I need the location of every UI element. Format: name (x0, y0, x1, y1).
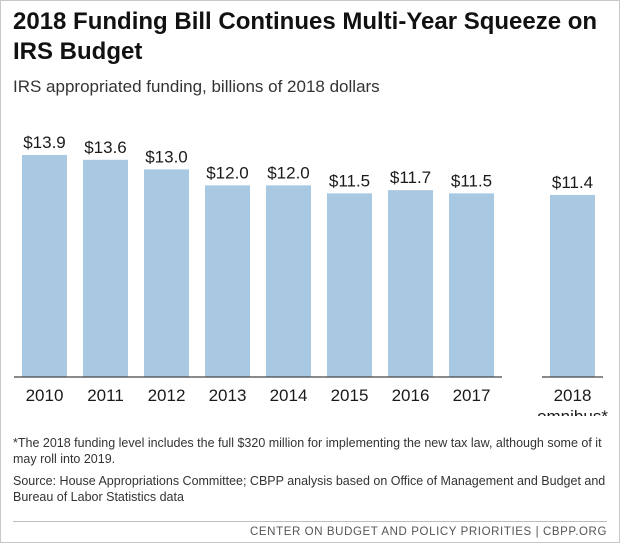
value-label-7: $11.5 (451, 171, 492, 190)
x-tick-label-5: 2015 (331, 386, 369, 405)
x-tick-label-2: 2012 (148, 386, 186, 405)
x-tick-label-1: 2011 (87, 386, 124, 405)
bar-7 (449, 193, 494, 377)
value-label-8: $11.4 (552, 173, 593, 192)
notes: *The 2018 funding level includes the ful… (13, 435, 609, 511)
x-tick-label-8: 2018omnibus* (537, 386, 608, 416)
footer-divider (13, 521, 607, 522)
value-label-1: $13.6 (84, 138, 127, 157)
footer-credit: CENTER ON BUDGET AND POLICY PRIORITIES |… (249, 526, 607, 538)
value-label-5: $11.5 (329, 171, 370, 190)
value-label-2: $13.0 (145, 147, 188, 166)
footnote: *The 2018 funding level includes the ful… (13, 436, 602, 466)
x-tick-label-6: 2016 (392, 386, 430, 405)
chart-subtitle: IRS appropriated funding, billions of 20… (13, 77, 380, 96)
x-tick-label-7: 2017 (453, 386, 491, 405)
value-label-3: $12.0 (206, 163, 249, 182)
x-tick-label-0: 2010 (26, 386, 64, 405)
x-tick-label-3: 2013 (209, 386, 247, 405)
value-label-4: $12.0 (267, 163, 310, 182)
source-note: Source: House Appropriations Committee; … (13, 474, 606, 504)
x-tick-label-4: 2014 (270, 386, 308, 405)
bar-0 (22, 155, 67, 377)
bar-8 (550, 194, 595, 377)
chart-title: 2018 Funding Bill Continues Multi-Year S… (13, 8, 598, 65)
bar-4 (266, 185, 311, 377)
bar-6 (388, 190, 433, 377)
bar-2 (144, 169, 189, 377)
bar-chart: $13.9 $13.6 $13.0 $12.0 $12.0 $11.5 $11.7 $11.5… (14, 133, 608, 416)
bar-1 (83, 159, 128, 377)
bar-3 (205, 185, 250, 377)
value-label-0: $13.9 (23, 133, 66, 152)
value-label-6: $11.7 (390, 168, 431, 187)
bar-5 (327, 193, 372, 377)
